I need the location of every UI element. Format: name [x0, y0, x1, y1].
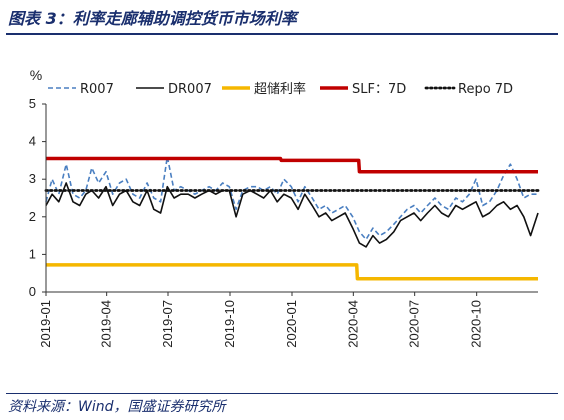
legend-label-3: SLF：7D [352, 82, 406, 97]
y-tick-label: 3 [29, 171, 36, 186]
y-axis-label: % [30, 67, 42, 83]
x-tick-label: 2020-04 [345, 300, 360, 348]
y-tick-label: 2 [29, 209, 36, 224]
x-tick-label: 2020-10 [469, 300, 484, 348]
y-tick-label: 4 [29, 134, 36, 149]
x-tick-label: 2020-01 [284, 300, 299, 348]
y-tick-label: 1 [29, 246, 36, 261]
rate-corridor-chart: 0 1 2 3 4 5% 2019-01 2019-04 2019-07 2019-10 2020-… [29, 67, 540, 348]
x-tick-label: 2019-10 [222, 300, 237, 348]
series-line-0 [45, 155, 538, 241]
x-tick-label: 2019-04 [99, 300, 114, 348]
legend-label-1: DR007 [168, 82, 212, 97]
x-tick-label: 2019-01 [38, 300, 53, 348]
source-note: 资料来源：Wind，国盛证券研究所 [8, 399, 226, 415]
series-line-2 [46, 263, 538, 281]
y-tick-label: 0 [29, 284, 36, 299]
legend-label-4: Repo 7D [458, 82, 513, 97]
source-divider [6, 393, 558, 394]
y-tick-label: 5 [29, 96, 36, 111]
x-tick-label: 2020-07 [407, 300, 422, 348]
legend-label-0: R007 [80, 82, 114, 97]
legend-label-2: 超储利率 [254, 81, 306, 97]
title-divider [6, 33, 558, 35]
series-line-1 [45, 182, 539, 248]
x-tick-label: 2019-07 [160, 300, 175, 348]
chart-title: 图表 3：利率走廊辅助调控货币市场利率 [8, 9, 297, 28]
series-line-3 [46, 156, 538, 174]
